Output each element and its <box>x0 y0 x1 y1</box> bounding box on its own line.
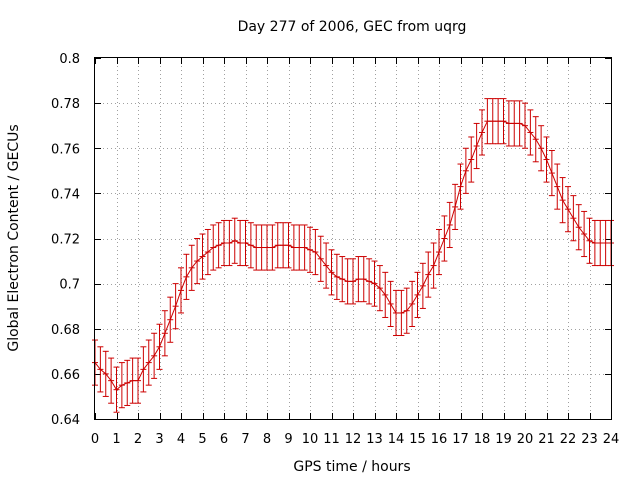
y-tick-label: 0.7 <box>59 278 80 293</box>
x-tick-label: 13 <box>366 432 383 447</box>
plot-frame <box>94 57 612 420</box>
x-tick-label: 8 <box>263 432 271 447</box>
x-tick-label: 7 <box>241 432 249 447</box>
data-series <box>92 98 614 413</box>
y-axis-title: Global Electron Content / GECUs <box>6 124 22 351</box>
x-tick-label: 23 <box>581 432 598 447</box>
y-tick-label: 0.74 <box>51 187 80 202</box>
gec-series-line <box>94 120 611 391</box>
x-tick-label: 9 <box>284 432 292 447</box>
y-tick-label: 0.66 <box>51 368 80 383</box>
x-tick-label: 6 <box>220 432 228 447</box>
x-tick-label: 18 <box>474 432 491 447</box>
x-tick-label: 19 <box>495 432 512 447</box>
y-tick-label: 0.64 <box>51 413 80 428</box>
y-tick-label: 0.78 <box>51 97 80 112</box>
chart-title: Day 277 of 2006, GEC from uqrg <box>238 19 467 35</box>
x-tick-label: 17 <box>452 432 469 447</box>
x-tick-label: 16 <box>431 432 448 447</box>
x-tick-label: 4 <box>177 432 185 447</box>
x-tick-label: 15 <box>409 432 426 447</box>
x-axis-title: GPS time / hours <box>293 459 410 475</box>
x-tick-label: 1 <box>112 432 120 447</box>
x-tick-label: 11 <box>323 432 340 447</box>
x-tick-label: 24 <box>603 432 620 447</box>
x-tick-label: 22 <box>560 432 577 447</box>
x-tick-label: 20 <box>517 432 534 447</box>
y-tick-label: 0.72 <box>51 233 80 248</box>
x-tick-label: 5 <box>198 432 206 447</box>
x-tick-label: 3 <box>155 432 163 447</box>
y-tick-label: 0.76 <box>51 142 80 157</box>
x-tick-label: 10 <box>302 432 319 447</box>
y-tick-label: 0.68 <box>51 323 80 338</box>
y-tick-label: 0.8 <box>59 52 80 67</box>
x-tick-label: 2 <box>134 432 142 447</box>
x-tick-label: 14 <box>388 432 405 447</box>
grid-lines <box>95 58 611 419</box>
x-tick-label: 12 <box>345 432 362 447</box>
tick-labels: 0 1 2 3 4 5 6 7 8 9 10 11 12 13 14 15 16 17 18 19 20 21 22 23 24… <box>51 52 619 447</box>
x-tick-label: 0 <box>91 432 99 447</box>
x-tick-label: 21 <box>538 432 555 447</box>
